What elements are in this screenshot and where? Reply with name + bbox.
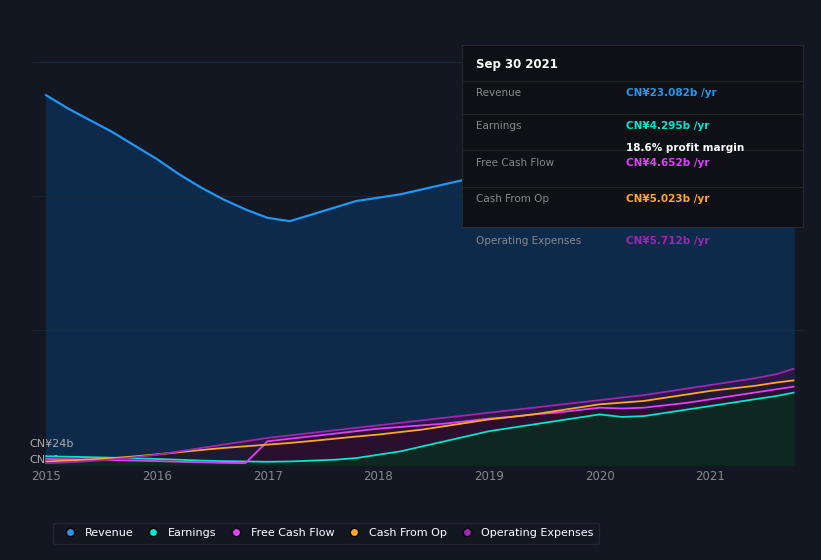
Text: CN¥5.712b /yr: CN¥5.712b /yr [626,236,709,246]
Text: Earnings: Earnings [476,122,521,131]
Text: Cash From Op: Cash From Op [476,194,549,204]
Text: CN¥4.652b /yr: CN¥4.652b /yr [626,158,709,167]
Text: CN¥23.082b /yr: CN¥23.082b /yr [626,88,717,99]
Text: CN¥24b: CN¥24b [29,439,73,449]
Text: Revenue: Revenue [476,88,521,99]
Text: Sep 30 2021: Sep 30 2021 [476,58,557,71]
Text: CN¥0: CN¥0 [29,455,59,465]
Text: CN¥4.295b /yr: CN¥4.295b /yr [626,122,709,131]
Text: CN¥5.023b /yr: CN¥5.023b /yr [626,194,709,204]
Text: Operating Expenses: Operating Expenses [476,236,581,246]
Legend: Revenue, Earnings, Free Cash Flow, Cash From Op, Operating Expenses: Revenue, Earnings, Free Cash Flow, Cash … [53,523,599,544]
Text: Free Cash Flow: Free Cash Flow [476,158,554,167]
Text: 18.6% profit margin: 18.6% profit margin [626,143,744,153]
